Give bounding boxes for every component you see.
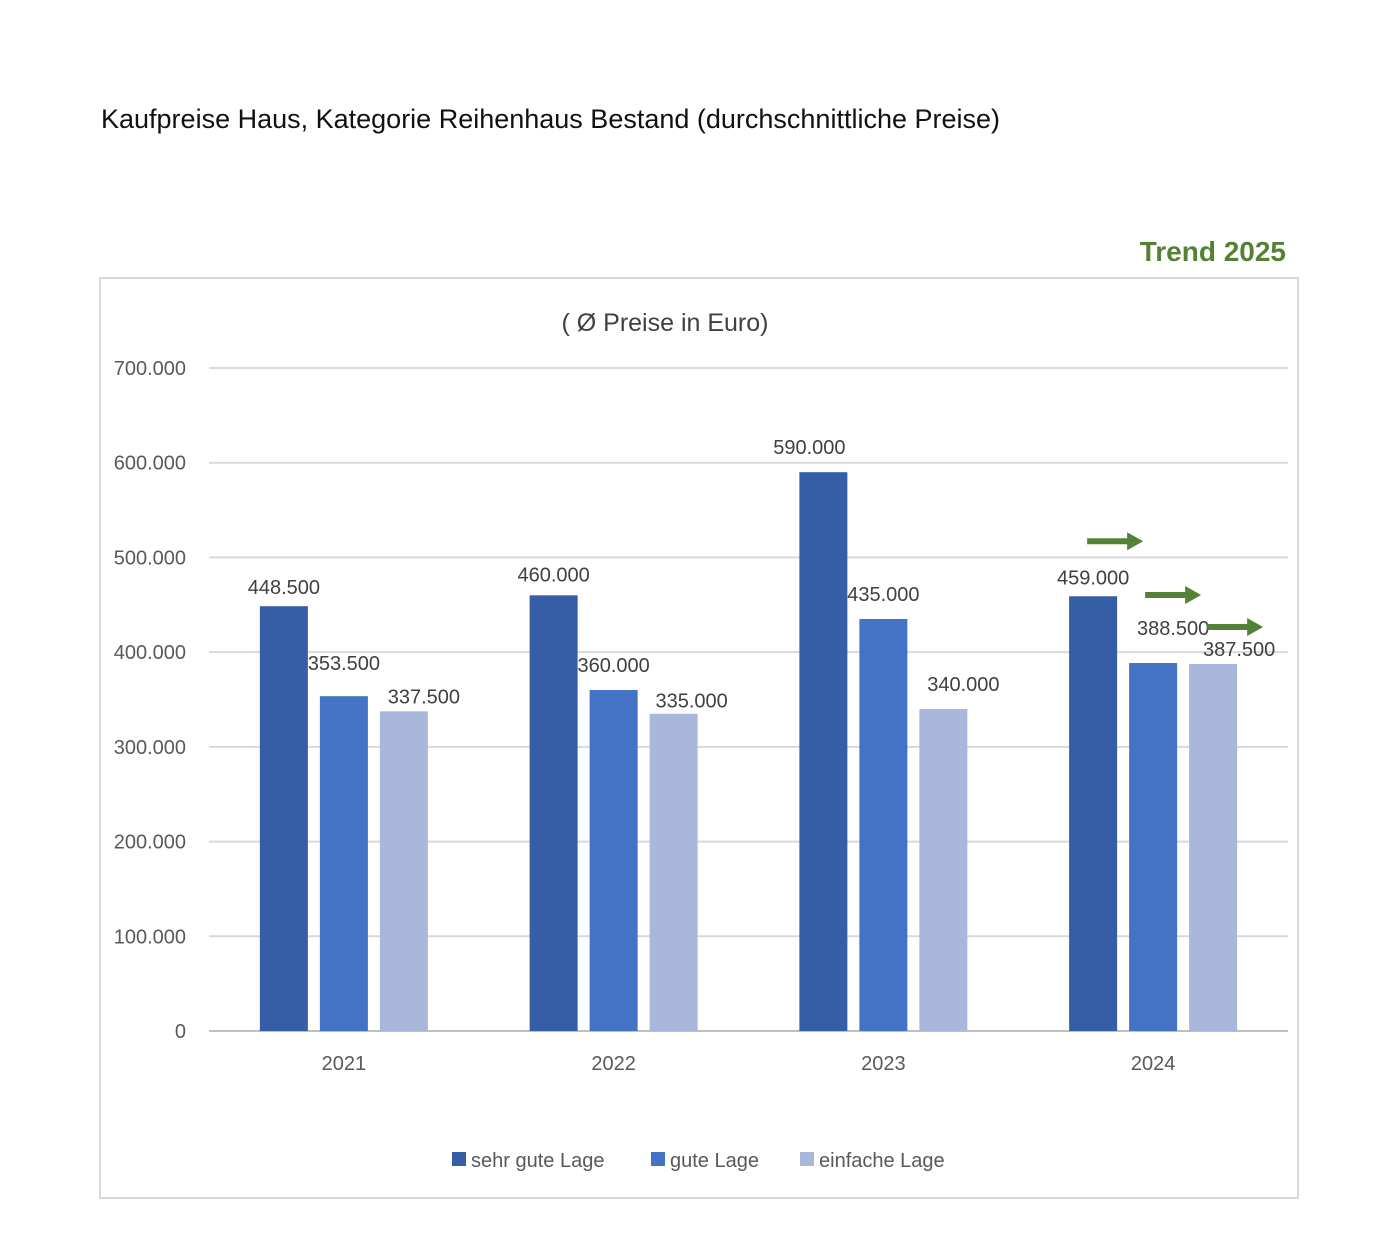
y-tick-label: 0 <box>175 1021 186 1043</box>
y-axis: 0 100.000 200.000 300.000 400.000 500.000 600.… <box>114 358 186 1043</box>
legend-label: einfache Lage <box>819 1150 945 1172</box>
bar <box>1189 663 1238 1031</box>
bar <box>859 618 908 1031</box>
legend-swatch <box>651 1152 665 1166</box>
trend-arrow-icon <box>1087 532 1144 551</box>
bar <box>379 711 428 1031</box>
y-tick-label: 200.000 <box>114 832 186 854</box>
legend: sehr gute Lage gute Lage einfache Lage <box>452 1150 945 1172</box>
x-axis: 2021 2022 2023 2024 <box>322 1053 1176 1075</box>
bar <box>1129 663 1178 1031</box>
y-tick-label: 500.000 <box>114 547 186 569</box>
data-label: 340.000 <box>927 674 999 696</box>
y-tick-label: 100.000 <box>114 926 186 948</box>
bar <box>589 690 638 1031</box>
data-label: 388.500 <box>1137 618 1209 640</box>
y-tick-label: 700.000 <box>114 358 186 380</box>
trend-arrow-icon <box>1207 617 1264 636</box>
page-title: Kaufpreise Haus, Kategorie Reihenhaus Be… <box>101 104 1001 134</box>
data-label: 387.500 <box>1203 639 1275 661</box>
bar <box>799 472 848 1032</box>
data-label: 435.000 <box>847 584 919 606</box>
bar <box>259 606 308 1031</box>
x-tick-label: 2023 <box>861 1053 906 1075</box>
data-labels: 448.500 353.500 337.500 460.000 360.000 335.0… <box>248 437 1276 713</box>
bar <box>649 713 698 1031</box>
legend-swatch <box>452 1152 466 1166</box>
data-label: 360.000 <box>577 655 649 677</box>
y-tick-label: 300.000 <box>114 737 186 759</box>
data-label: 335.000 <box>655 691 727 713</box>
data-label: 459.000 <box>1057 567 1129 589</box>
bar <box>1069 596 1118 1031</box>
y-tick-label: 400.000 <box>114 642 186 664</box>
gridlines <box>209 367 1288 1032</box>
legend-item: sehr gute Lage <box>452 1150 604 1172</box>
data-label: 353.500 <box>308 653 380 675</box>
bar <box>919 708 968 1031</box>
x-tick-label: 2021 <box>322 1053 367 1075</box>
trend-arrows <box>1087 532 1264 636</box>
data-label: 448.500 <box>248 577 320 599</box>
legend-swatch <box>800 1152 814 1166</box>
trend-arrow-icon <box>1145 586 1202 605</box>
trend-label: Trend 2025 <box>1139 236 1286 267</box>
bar <box>319 696 368 1031</box>
bars <box>259 472 1238 1032</box>
data-label: 337.500 <box>388 686 460 708</box>
x-tick-label: 2024 <box>1131 1053 1176 1075</box>
y-tick-label: 600.000 <box>114 453 186 475</box>
legend-item: gute Lage <box>651 1150 759 1172</box>
legend-label: sehr gute Lage <box>471 1150 604 1172</box>
legend-label: gute Lage <box>670 1150 759 1172</box>
x-tick-label: 2022 <box>591 1053 636 1075</box>
data-label: 590.000 <box>773 437 845 459</box>
data-label: 460.000 <box>517 564 589 586</box>
chart-subtitle: ( Ø Preise in Euro) <box>561 309 768 337</box>
legend-item: einfache Lage <box>800 1150 945 1172</box>
bar <box>529 595 578 1031</box>
